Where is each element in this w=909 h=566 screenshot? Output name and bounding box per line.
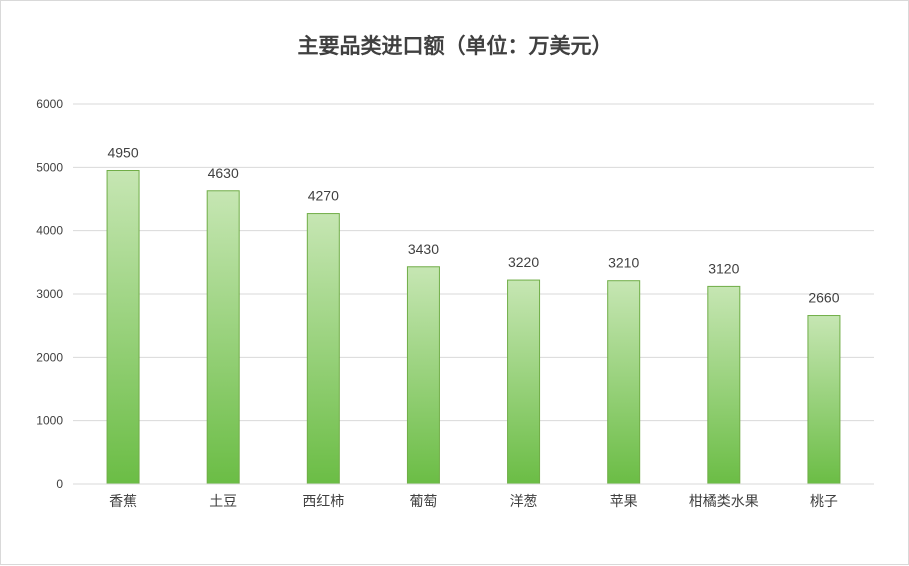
- y-tick-label: 2000: [36, 350, 63, 364]
- data-label: 2660: [808, 290, 839, 306]
- y-tick-label: 5000: [36, 160, 63, 174]
- data-label: 4950: [107, 145, 138, 161]
- data-label: 4630: [208, 165, 239, 181]
- x-tick-label: 苹果: [610, 494, 638, 510]
- data-labels: 4950 4630 4270 3430 3220 3210 3120 2660: [107, 145, 839, 306]
- gridlines: [73, 103, 874, 422]
- data-label: 3220: [508, 254, 539, 270]
- x-tick-label: 香蕉: [109, 494, 137, 510]
- y-tick-label: 3000: [36, 287, 63, 301]
- x-tick-label: 柑橘类水果: [689, 494, 759, 510]
- chart-title: 主要品类进口额（单位：万美元）: [298, 34, 613, 58]
- x-tick-label: 洋葱: [510, 494, 538, 510]
- bar: [507, 279, 541, 485]
- x-axis-ticks: 香蕉 土豆 西红柿 葡萄 洋葱 苹果 柑橘类水果 桃子: [109, 493, 838, 510]
- bar: [106, 170, 140, 485]
- y-tick-label: 1000: [36, 414, 63, 428]
- x-tick-label: 葡萄: [409, 494, 437, 510]
- bar: [306, 213, 340, 485]
- data-label: 3120: [708, 260, 739, 276]
- y-tick-label: 6000: [36, 97, 63, 111]
- bar: [406, 266, 440, 485]
- data-label: 3430: [408, 241, 439, 257]
- x-tick-label: 西红柿: [302, 493, 344, 510]
- x-tick-label: 土豆: [209, 494, 237, 510]
- y-tick-label: 4000: [36, 224, 63, 238]
- y-axis-ticks: 0 1000 2000 3000 4000 5000 6000: [36, 97, 63, 491]
- bar: [807, 315, 841, 485]
- y-tick-label: 0: [56, 477, 63, 491]
- bar: [607, 280, 641, 485]
- bars: [106, 170, 841, 485]
- data-label: 3210: [608, 255, 639, 271]
- bar: [206, 190, 240, 485]
- x-tick-label: 桃子: [810, 494, 838, 510]
- data-label: 4270: [308, 188, 339, 204]
- bar: [707, 285, 741, 485]
